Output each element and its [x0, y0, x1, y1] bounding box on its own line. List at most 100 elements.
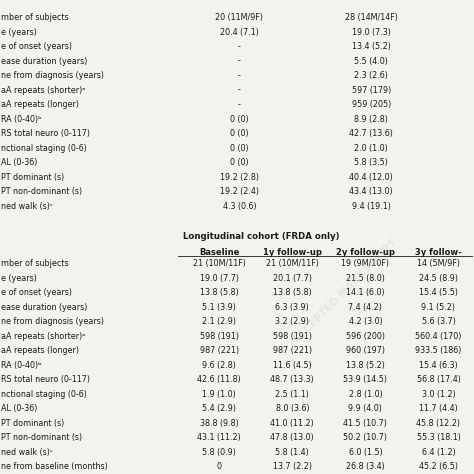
Text: -: - — [238, 56, 241, 65]
Text: ne from diagnosis (years): ne from diagnosis (years) — [1, 317, 104, 326]
Text: e (years): e (years) — [1, 27, 37, 36]
Text: 43.4 (13.0): 43.4 (13.0) — [349, 187, 393, 196]
Text: 0: 0 — [217, 462, 222, 471]
Text: 9.4 (19.1): 9.4 (19.1) — [352, 201, 391, 210]
Text: 933.5 (186): 933.5 (186) — [415, 346, 462, 355]
Text: aA repeats (longer): aA repeats (longer) — [1, 346, 79, 355]
Text: aA repeats (longer): aA repeats (longer) — [1, 100, 79, 109]
Text: 987 (221): 987 (221) — [200, 346, 239, 355]
Text: 20 (11M/9F): 20 (11M/9F) — [215, 13, 264, 22]
Text: 3.2 (2.9): 3.2 (2.9) — [275, 317, 310, 326]
Text: -: - — [238, 100, 241, 109]
Text: 9.1 (5.2): 9.1 (5.2) — [421, 302, 456, 311]
Text: 5.8 (3.5): 5.8 (3.5) — [355, 158, 388, 167]
Text: -: - — [238, 71, 241, 80]
Text: 13.8 (5.8): 13.8 (5.8) — [273, 288, 312, 297]
Text: 11.6 (4.5): 11.6 (4.5) — [273, 361, 312, 370]
Text: 26.8 (3.4): 26.8 (3.4) — [346, 462, 385, 471]
Text: 13.8 (5.8): 13.8 (5.8) — [200, 288, 239, 297]
Text: 42.7 (13.6): 42.7 (13.6) — [349, 129, 393, 138]
Text: -: - — [238, 86, 241, 95]
Text: e of onset (years): e of onset (years) — [1, 288, 73, 297]
Text: 48.7 (13.3): 48.7 (13.3) — [271, 375, 314, 384]
Text: 13.4 (5.2): 13.4 (5.2) — [352, 42, 391, 51]
Text: 2.1 (2.9): 2.1 (2.9) — [202, 317, 237, 326]
Text: 11.7 (4.4): 11.7 (4.4) — [419, 404, 458, 413]
Text: 6.4 (1.2): 6.4 (1.2) — [421, 447, 456, 456]
Text: 19.0 (7.3): 19.0 (7.3) — [352, 27, 391, 36]
Text: 0 (0): 0 (0) — [230, 129, 249, 138]
Text: 14.1 (6.0): 14.1 (6.0) — [346, 288, 385, 297]
Text: 597 (179): 597 (179) — [352, 86, 391, 95]
Text: 55.3 (18.1): 55.3 (18.1) — [417, 433, 460, 442]
Text: 19.2 (2.8): 19.2 (2.8) — [220, 173, 259, 182]
Text: 8.0 (3.6): 8.0 (3.6) — [275, 404, 309, 413]
Text: ACCEPTED MANUSCRIPT: ACCEPTED MANUSCRIPT — [292, 237, 399, 345]
Text: 959 (205): 959 (205) — [352, 100, 391, 109]
Text: 0 (0): 0 (0) — [230, 115, 249, 124]
Text: 598 (191): 598 (191) — [200, 332, 239, 341]
Text: 24.5 (8.9): 24.5 (8.9) — [419, 273, 458, 283]
Text: 4.2 (3.0): 4.2 (3.0) — [348, 317, 383, 326]
Text: 0 (0): 0 (0) — [230, 158, 249, 167]
Text: 38.8 (9.8): 38.8 (9.8) — [200, 419, 239, 428]
Text: ned walk (s)ᶜ: ned walk (s)ᶜ — [1, 201, 53, 210]
Text: 5.6 (3.7): 5.6 (3.7) — [421, 317, 456, 326]
Text: 53.9 (14.5): 53.9 (14.5) — [343, 375, 387, 384]
Text: 21.5 (8.0): 21.5 (8.0) — [346, 273, 385, 283]
Text: 42.6 (11.8): 42.6 (11.8) — [198, 375, 241, 384]
Text: PT dominant (s): PT dominant (s) — [1, 419, 64, 428]
Text: RA (0-40)ᵇ: RA (0-40)ᵇ — [1, 115, 42, 124]
Text: e (years): e (years) — [1, 273, 37, 283]
Text: PT non-dominant (s): PT non-dominant (s) — [1, 187, 82, 196]
Text: 41.5 (10.7): 41.5 (10.7) — [344, 419, 387, 428]
Text: 1.9 (1.0): 1.9 (1.0) — [202, 390, 236, 399]
Text: 9.9 (4.0): 9.9 (4.0) — [348, 404, 383, 413]
Text: 21 (10M/11F): 21 (10M/11F) — [266, 259, 319, 268]
Text: nctional staging (0-6): nctional staging (0-6) — [1, 390, 87, 399]
Text: 2.5 (1.1): 2.5 (1.1) — [275, 390, 310, 399]
Text: 5.1 (3.9): 5.1 (3.9) — [202, 302, 236, 311]
Text: 56.8 (17.4): 56.8 (17.4) — [417, 375, 460, 384]
Text: 19 (9M/10F): 19 (9M/10F) — [341, 259, 390, 268]
Text: 40.4 (12.0): 40.4 (12.0) — [349, 173, 393, 182]
Text: 15.4 (6.3): 15.4 (6.3) — [419, 361, 458, 370]
Text: RS total neuro (0-117): RS total neuro (0-117) — [1, 129, 91, 138]
Text: mber of subjects: mber of subjects — [1, 13, 69, 22]
Text: Baseline: Baseline — [199, 247, 239, 256]
Text: 4.3 (0.6): 4.3 (0.6) — [223, 201, 256, 210]
Text: ne from baseline (months): ne from baseline (months) — [1, 462, 108, 471]
Text: 7.4 (4.2): 7.4 (4.2) — [348, 302, 383, 311]
Text: 987 (221): 987 (221) — [273, 346, 312, 355]
Text: 596 (200): 596 (200) — [346, 332, 385, 341]
Text: 19.0 (7.7): 19.0 (7.7) — [200, 273, 239, 283]
Text: ease duration (years): ease duration (years) — [1, 302, 88, 311]
Text: 45.8 (12.2): 45.8 (12.2) — [417, 419, 460, 428]
Text: 41.0 (11.2): 41.0 (11.2) — [271, 419, 314, 428]
Text: mber of subjects: mber of subjects — [1, 259, 69, 268]
Text: PT dominant (s): PT dominant (s) — [1, 173, 64, 182]
Text: RA (0-40)ᵇ: RA (0-40)ᵇ — [1, 361, 42, 370]
Text: aA repeats (shorter)ᵃ: aA repeats (shorter)ᵃ — [1, 332, 86, 341]
Text: nctional staging (0-6): nctional staging (0-6) — [1, 144, 87, 153]
Text: 20.4 (7.1): 20.4 (7.1) — [220, 27, 259, 36]
Text: 3.0 (1.2): 3.0 (1.2) — [421, 390, 456, 399]
Text: -: - — [238, 42, 241, 51]
Text: 15.4 (5.5): 15.4 (5.5) — [419, 288, 458, 297]
Text: 13.7 (2.2): 13.7 (2.2) — [273, 462, 312, 471]
Text: 13.8 (5.2): 13.8 (5.2) — [346, 361, 385, 370]
Text: 2y follow-up: 2y follow-up — [336, 247, 395, 256]
Text: ease duration (years): ease duration (years) — [1, 56, 88, 65]
Text: Longitudinal cohort (FRDA only): Longitudinal cohort (FRDA only) — [183, 232, 339, 241]
Text: 14 (5M/9F): 14 (5M/9F) — [417, 259, 460, 268]
Text: 2.3 (2.6): 2.3 (2.6) — [355, 71, 388, 80]
Text: 960 (197): 960 (197) — [346, 346, 385, 355]
Text: e of onset (years): e of onset (years) — [1, 42, 73, 51]
Text: 6.3 (3.9): 6.3 (3.9) — [275, 302, 309, 311]
Text: 1y follow-up: 1y follow-up — [263, 247, 322, 256]
Text: 9.6 (2.8): 9.6 (2.8) — [202, 361, 236, 370]
Text: 560.4 (170): 560.4 (170) — [415, 332, 462, 341]
Text: ned walk (s)ᶜ: ned walk (s)ᶜ — [1, 447, 53, 456]
Text: 2.8 (1.0): 2.8 (1.0) — [348, 390, 383, 399]
Text: 5.8 (1.4): 5.8 (1.4) — [275, 447, 309, 456]
